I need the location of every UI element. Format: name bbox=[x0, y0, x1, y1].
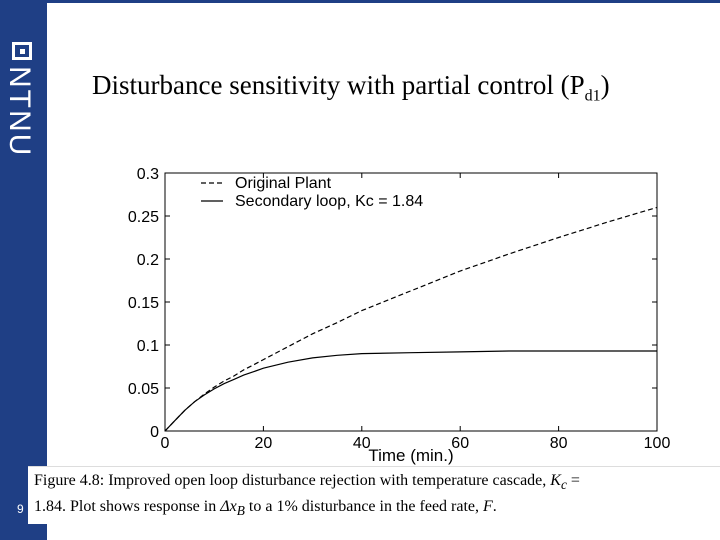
caption-math-subscript: c bbox=[560, 477, 567, 493]
caption-text: Figure 4.8: Improved open loop disturban… bbox=[34, 472, 551, 489]
line-chart: 0 20 40 60 80 100 0 0.05 0.1 0.15 0.2 0.25 0.3 Time (… bbox=[128, 166, 671, 465]
y-tick-label: 0.05 bbox=[128, 381, 159, 398]
slide-title-subscript: d1 bbox=[584, 87, 601, 105]
x-tick-label: 40 bbox=[353, 435, 371, 452]
figure-caption: Figure 4.8: Improved open loop disturban… bbox=[28, 466, 720, 524]
caption-math: K bbox=[550, 472, 561, 489]
caption-line-1: Figure 4.8: Improved open loop disturban… bbox=[34, 470, 714, 496]
series-line bbox=[164, 206, 658, 432]
logo-mark bbox=[12, 42, 32, 60]
x-tick-label: 0 bbox=[161, 435, 170, 452]
caption-math: F bbox=[483, 498, 493, 516]
logo: NTNU bbox=[3, 66, 46, 176]
y-tick-label: 0.3 bbox=[137, 166, 159, 183]
logo-text: NTNU bbox=[3, 66, 36, 158]
caption-text: to a 1% disturbance in the feed rate, bbox=[244, 498, 484, 516]
plot-frame bbox=[164, 172, 658, 432]
x-axis-label: Time (min.) bbox=[368, 446, 453, 465]
caption-math-subscript: B bbox=[236, 503, 245, 519]
brand-sidebar: NTNU 9 bbox=[0, 0, 47, 540]
y-tick-label: 0.25 bbox=[128, 209, 159, 226]
caption-math: Δx bbox=[220, 498, 237, 516]
x-tick-label: 60 bbox=[451, 435, 469, 452]
caption-text: 1.84. Plot shows response in bbox=[34, 498, 221, 516]
figure-panel: 0 20 40 60 80 100 0 0.05 0.1 0.15 0.2 0.25 0.3 Time (… bbox=[94, 148, 720, 522]
x-tick-label: 20 bbox=[255, 435, 273, 452]
slide-title-text: Disturbance sensitivity with partial con… bbox=[92, 70, 585, 100]
y-tick-label: 0 bbox=[150, 424, 159, 441]
y-tick-label: 0.2 bbox=[137, 252, 159, 269]
caption-text: = bbox=[566, 472, 580, 489]
series-line bbox=[164, 350, 657, 432]
y-tick-label: 0.15 bbox=[128, 295, 159, 312]
legend-label: Secondary loop, Kc = 1.84 bbox=[235, 193, 423, 210]
x-tick-label: 100 bbox=[644, 435, 671, 452]
slide-title: Disturbance sensitivity with partial con… bbox=[92, 70, 610, 105]
x-tick-label: 80 bbox=[550, 435, 568, 452]
caption-line-2: 1.84. Plot shows response in ΔxB to a 1%… bbox=[34, 496, 714, 522]
page-number: 9 bbox=[17, 502, 24, 516]
legend-label: Original Plant bbox=[235, 175, 332, 192]
logo-mark-dot bbox=[20, 49, 25, 54]
top-rule bbox=[47, 0, 720, 3]
slide-title-close: ) bbox=[600, 70, 610, 100]
y-tick-label: 0.1 bbox=[137, 338, 159, 355]
caption-text: . bbox=[492, 498, 497, 516]
